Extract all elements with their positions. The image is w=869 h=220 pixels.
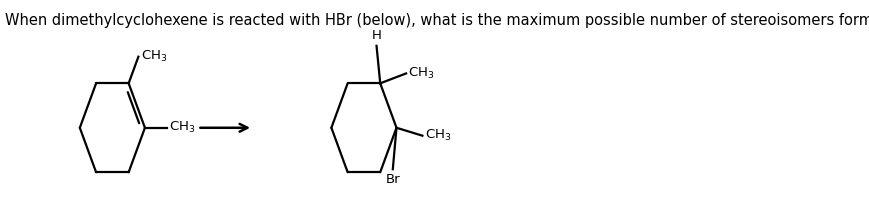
Text: H: H: [371, 29, 381, 42]
Text: CH$_3$: CH$_3$: [169, 120, 196, 135]
Text: CH$_3$: CH$_3$: [424, 128, 450, 143]
Text: CH$_3$: CH$_3$: [141, 49, 167, 64]
Text: CH$_3$: CH$_3$: [408, 66, 434, 81]
Text: Br: Br: [385, 173, 400, 186]
Text: When dimethylcyclohexene is reacted with HBr (below), what is the maximum possib: When dimethylcyclohexene is reacted with…: [5, 13, 869, 28]
